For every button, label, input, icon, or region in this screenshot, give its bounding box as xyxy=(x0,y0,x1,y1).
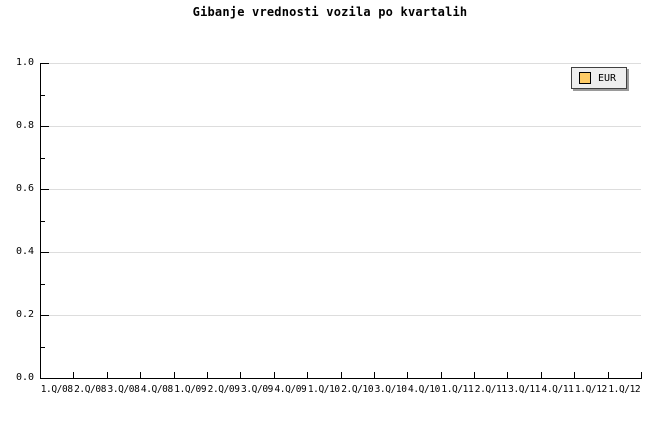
legend-swatch-icon xyxy=(579,72,591,84)
x-axis-tick xyxy=(307,372,309,378)
x-axis-tick-label: 3.Q/11 xyxy=(508,384,541,395)
x-axis-tick xyxy=(373,372,375,378)
x-axis-tick-label: 2.Q/11 xyxy=(474,384,507,395)
x-axis-tick xyxy=(140,372,142,378)
y-gridline xyxy=(41,252,641,253)
y-axis-major-tick xyxy=(41,189,49,190)
y-axis-tick-label: 0.0 xyxy=(15,372,34,383)
x-axis-tick-label: 4.Q/08 xyxy=(140,384,173,395)
y-axis-minor-tick xyxy=(41,94,45,96)
y-axis-major-tick xyxy=(41,315,49,316)
x-axis-tick xyxy=(474,372,476,378)
x-axis-tick-label: 1.Q/09 xyxy=(174,384,207,395)
y-axis-tick-label: 0.6 xyxy=(15,183,34,194)
legend-label: EUR xyxy=(598,72,617,84)
x-axis-tick-label: 1.Q/12 xyxy=(574,384,607,395)
x-axis-tick xyxy=(273,372,275,378)
x-axis-tick xyxy=(440,372,442,378)
x-axis-tick xyxy=(507,372,509,378)
x-axis-tick xyxy=(641,372,642,378)
y-axis-tick-label: 0.4 xyxy=(15,246,34,257)
x-axis-tick xyxy=(407,372,409,378)
y-axis-minor-tick xyxy=(41,157,45,159)
x-axis-tick xyxy=(240,372,242,378)
x-axis-tick xyxy=(574,372,576,378)
x-axis-tick-label: 1.Q/11 xyxy=(441,384,474,395)
x-axis-tick-label: 4.Q/09 xyxy=(274,384,307,395)
x-axis-tick-label: 4.Q/11 xyxy=(541,384,574,395)
x-axis-tick-label: 3.Q/10 xyxy=(374,384,407,395)
y-axis-major-tick xyxy=(41,63,49,64)
y-axis-minor-tick xyxy=(41,220,45,222)
x-axis-tick-label: 1.Q/10 xyxy=(307,384,340,395)
x-axis-tick-label: 2.Q/09 xyxy=(207,384,240,395)
x-axis-tick xyxy=(73,372,75,378)
x-axis-tick-label: 2.Q/10 xyxy=(341,384,374,395)
x-axis-tick xyxy=(106,372,108,378)
y-axis-tick-label: 1.0 xyxy=(15,57,34,68)
x-axis-tick-label: 4.Q/10 xyxy=(408,384,440,395)
y-axis-minor-tick xyxy=(41,346,45,348)
x-axis-tick xyxy=(540,372,542,378)
x-axis-line xyxy=(40,378,642,379)
legend: EUR xyxy=(571,67,627,89)
x-axis-tick-label: 1.Q/12 xyxy=(608,384,641,395)
y-axis-tick-label: 0.8 xyxy=(15,120,34,131)
y-axis-line xyxy=(40,63,41,378)
y-gridline xyxy=(41,189,641,190)
x-axis-tick-label: 2.Q/08 xyxy=(74,384,107,395)
y-axis-tick-label: 0.2 xyxy=(15,309,34,320)
y-gridline xyxy=(41,315,641,316)
y-axis-major-tick xyxy=(41,252,49,253)
y-gridline xyxy=(41,126,641,127)
x-axis-tick xyxy=(340,372,342,378)
y-axis-minor-tick xyxy=(41,283,45,285)
x-axis-tick xyxy=(607,372,609,378)
x-axis-tick-label: 3.Q/08 xyxy=(107,384,140,395)
x-axis-tick xyxy=(173,372,175,378)
x-axis-tick xyxy=(206,372,208,378)
x-axis-tick-label: 1.Q/08 xyxy=(40,384,73,395)
chart-title: Gibanje vrednosti vozila po kvartalih xyxy=(192,5,468,19)
y-gridline xyxy=(41,63,641,64)
y-axis-major-tick xyxy=(41,126,49,127)
x-axis-tick-label: 3.Q/09 xyxy=(241,384,273,395)
